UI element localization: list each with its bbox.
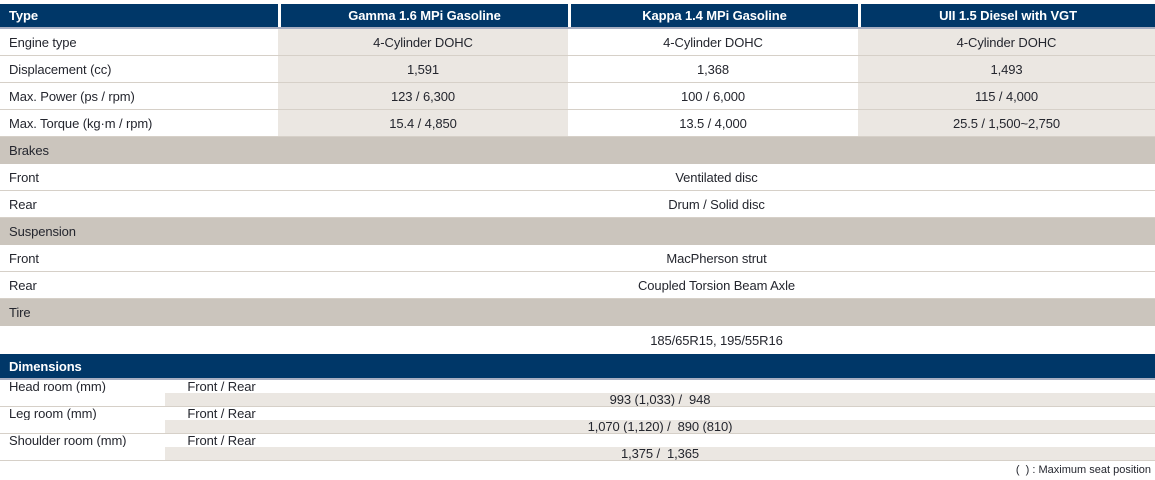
spec-value: 123 / 6,300: [278, 83, 568, 109]
spec-value: 25.5 / 1,500~2,750: [858, 110, 1155, 136]
table-row-engine-type: Engine type 4-Cylinder DOHC 4-Cylinder D…: [0, 29, 1155, 56]
spec-value: 4-Cylinder DOHC: [568, 29, 858, 55]
column-header-uii-engine: UII 1.5 Diesel with VGT: [858, 4, 1155, 27]
spec-value: 4-Cylinder DOHC: [858, 29, 1155, 55]
row-label: Engine type: [0, 29, 278, 55]
row-label: Rear: [0, 191, 278, 217]
column-header-kappa-engine: Kappa 1.4 MPi Gasoline: [568, 4, 858, 27]
section-header-brakes: Brakes: [0, 137, 1155, 164]
table-row-leg-room: Leg room (mm) Front / Rear 1,070 (1,120)…: [0, 407, 1155, 434]
table-row-head-room: Head room (mm) Front / Rear 993 (1,033) …: [0, 380, 1155, 407]
row-sublabel: Front / Rear: [165, 407, 278, 420]
row-label: Displacement (cc): [0, 56, 278, 82]
row-sublabel: Front / Rear: [165, 380, 278, 393]
spec-value: 185/65R15, 195/55R16: [650, 332, 783, 348]
footnote: ( ) : Maximum seat position: [1015, 464, 1151, 476]
spec-value: 1,070 (1,120) / 890 (810): [165, 420, 1155, 433]
table-row-brakes-front: Front Ventilated disc: [0, 164, 1155, 191]
spec-value: 1,591: [278, 56, 568, 82]
table-row-max-power: Max. Power (ps / rpm) 123 / 6,300 100 / …: [0, 83, 1155, 110]
row-sublabel: Front / Rear: [165, 434, 278, 447]
row-label: Max. Power (ps / rpm): [0, 83, 278, 109]
spec-value: Ventilated disc: [675, 169, 758, 185]
spec-value: 100 / 6,000: [568, 83, 858, 109]
row-label: Front: [0, 245, 278, 271]
row-label: Leg room (mm): [0, 407, 165, 420]
row-label: Shoulder room (mm): [0, 434, 165, 447]
section-header-tire: Tire: [0, 299, 1155, 326]
column-header-gamma-engine: Gamma 1.6 MPi Gasoline: [278, 4, 568, 27]
spec-value: 115 / 4,000: [858, 83, 1155, 109]
spec-value: 1,493: [858, 56, 1155, 82]
table-header-row: Type Gamma 1.6 MPi Gasoline Kappa 1.4 MP…: [0, 4, 1155, 29]
row-label: Front: [0, 164, 278, 190]
spec-value: MacPherson strut: [666, 250, 767, 266]
spec-value: 15.4 / 4,850: [278, 110, 568, 136]
table-row-suspension-rear: Rear Coupled Torsion Beam Axle: [0, 272, 1155, 299]
row-label-empty: [0, 326, 278, 354]
table-row-max-torque: Max. Torque (kg·m / rpm) 15.4 / 4,850 13…: [0, 110, 1155, 137]
spec-value: Drum / Solid disc: [668, 196, 765, 212]
table-row-tire: 185/65R15, 195/55R16: [0, 326, 1155, 354]
section-header-dimensions: Dimensions: [0, 354, 1155, 380]
spec-value: 1,368: [568, 56, 858, 82]
spec-value: 1,375 / 1,365: [165, 447, 1155, 460]
table-row-displacement: Displacement (cc) 1,591 1,368 1,493: [0, 56, 1155, 83]
spec-value: Coupled Torsion Beam Axle: [638, 277, 795, 293]
spec-value: 993 (1,033) / 948: [165, 393, 1155, 406]
row-label: Max. Torque (kg·m / rpm): [0, 110, 278, 136]
row-label: Rear: [0, 272, 278, 298]
table-row-brakes-rear: Rear Drum / Solid disc: [0, 191, 1155, 218]
spec-value: 4-Cylinder DOHC: [278, 29, 568, 55]
table-row-shoulder-room: Shoulder room (mm) Front / Rear 1,375 / …: [0, 434, 1155, 461]
type-column-header: Type: [0, 4, 278, 27]
row-label: Head room (mm): [0, 380, 165, 393]
table-row-suspension-front: Front MacPherson strut: [0, 245, 1155, 272]
section-header-suspension: Suspension: [0, 218, 1155, 245]
spec-value: 13.5 / 4,000: [568, 110, 858, 136]
